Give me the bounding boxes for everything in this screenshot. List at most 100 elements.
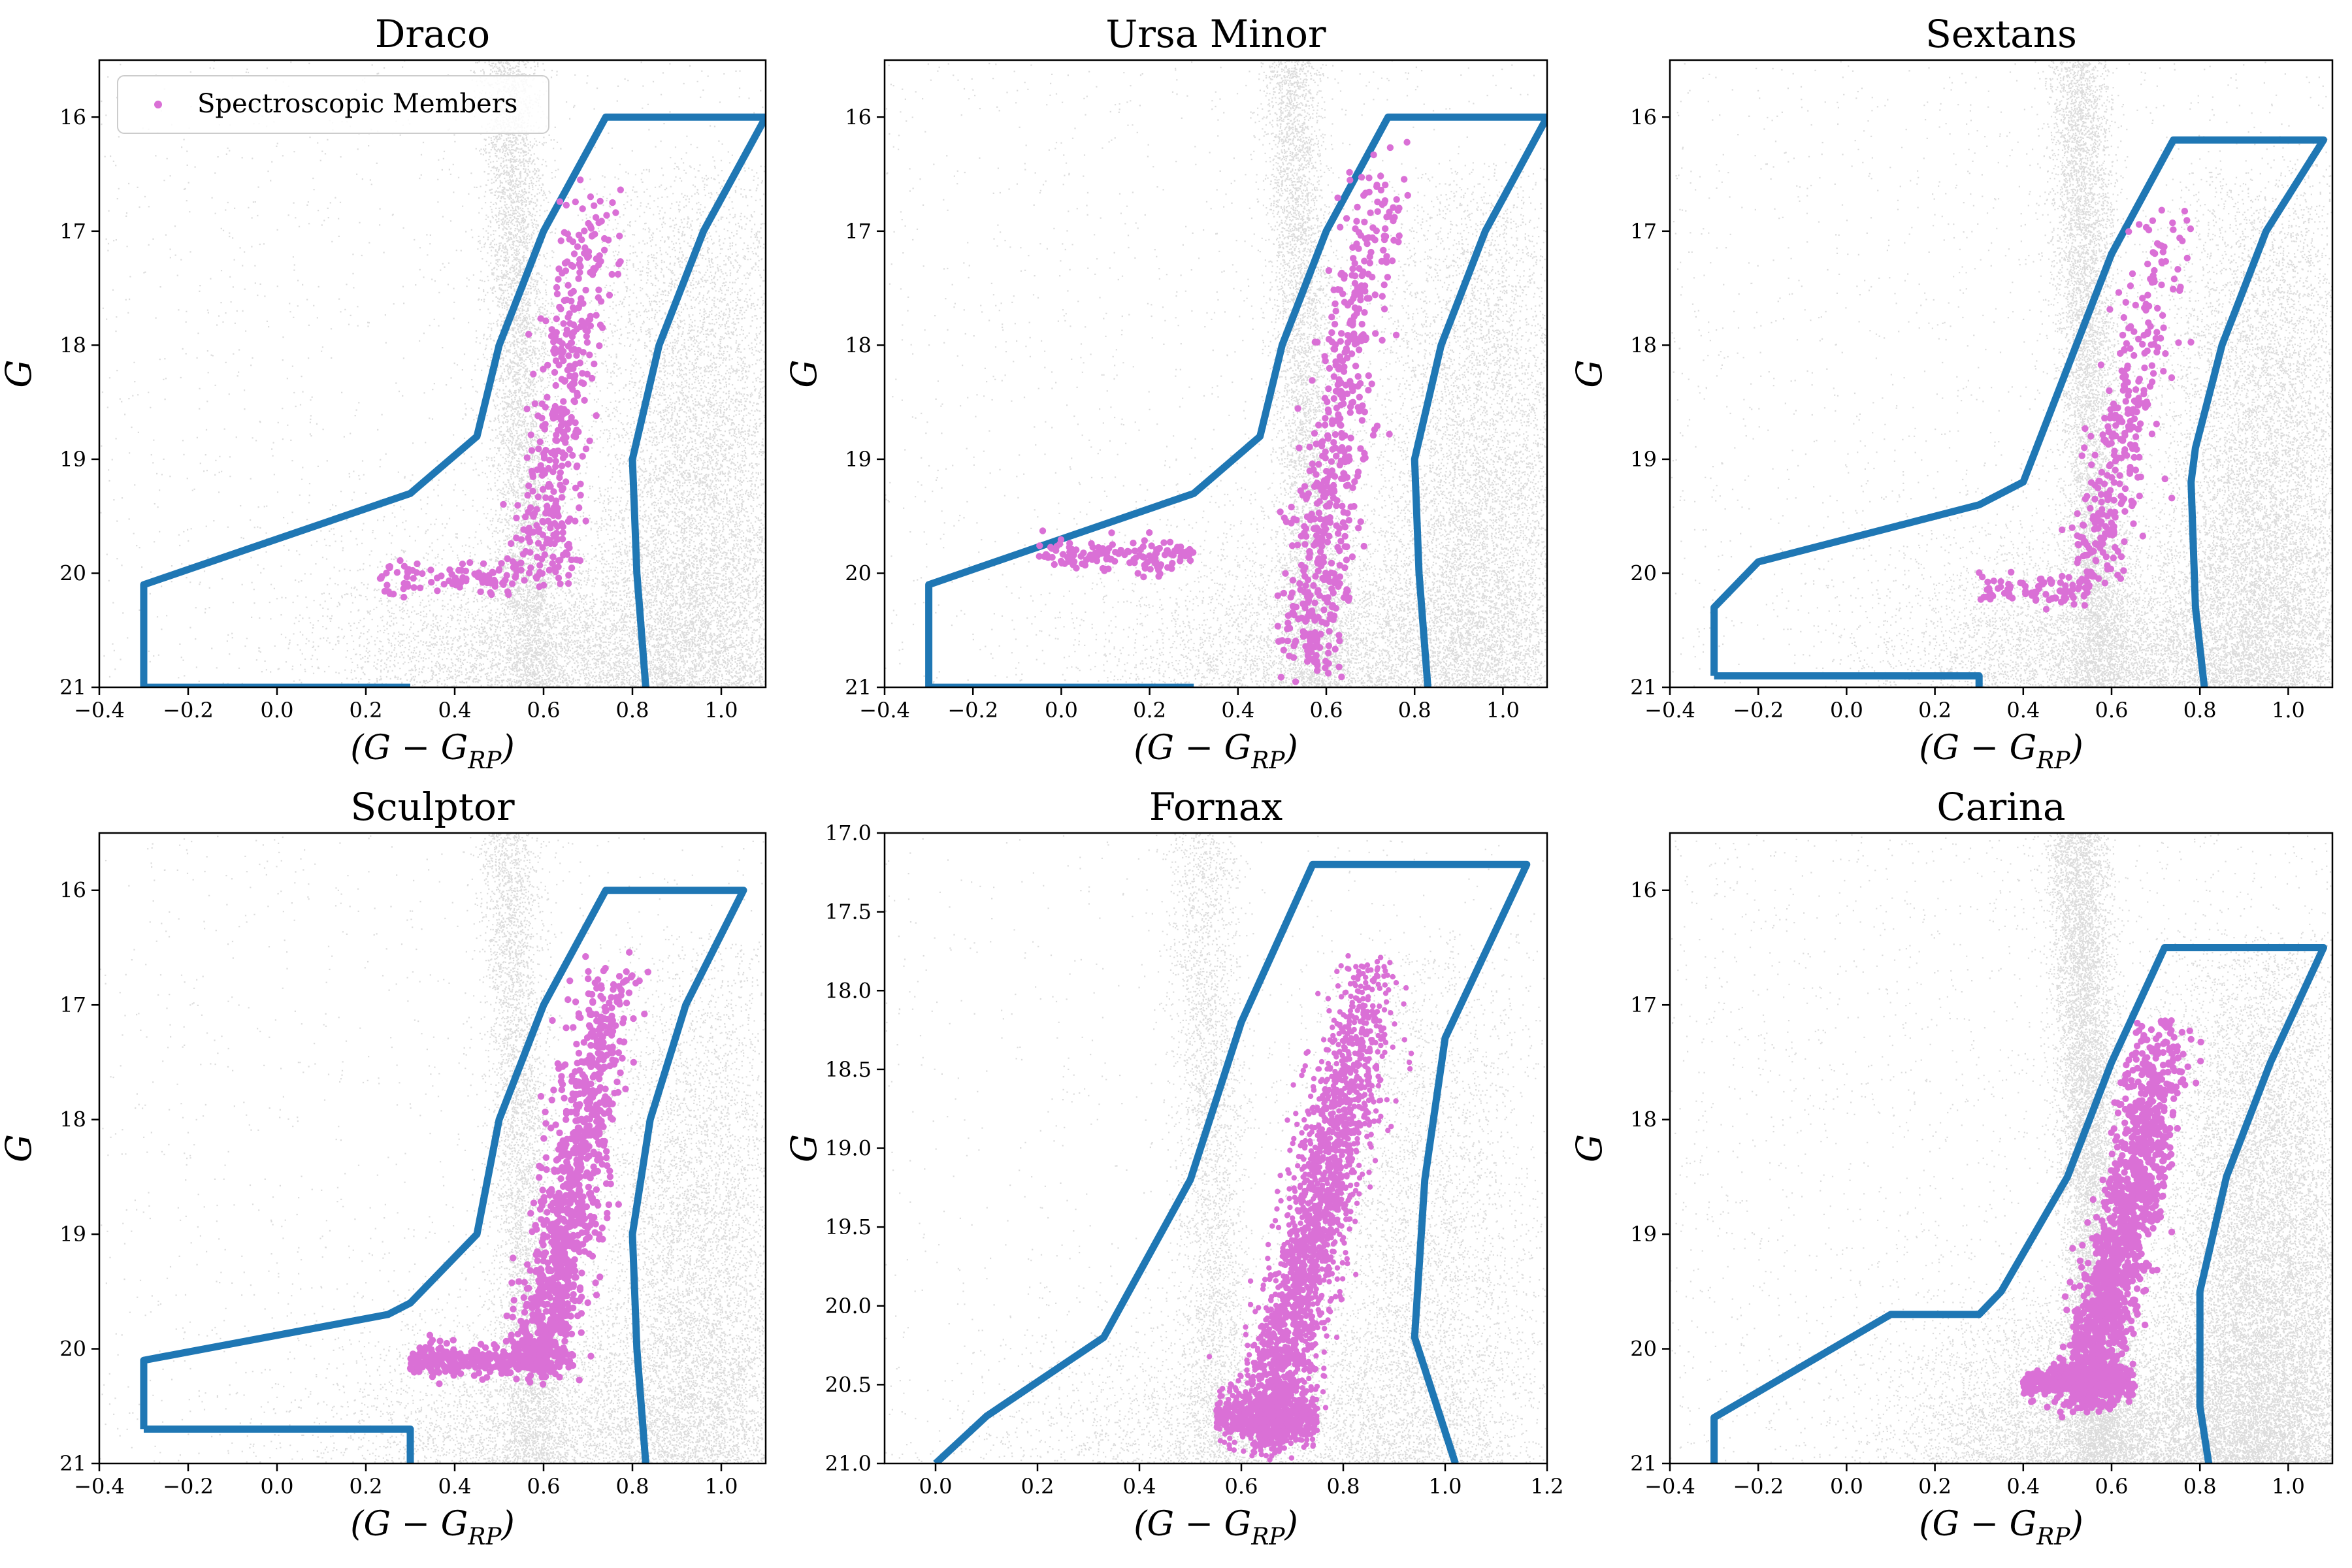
member-point xyxy=(1293,1111,1298,1116)
member-point xyxy=(551,369,558,376)
member-point xyxy=(523,1319,530,1326)
member-point xyxy=(1372,330,1379,336)
member-point xyxy=(1281,1262,1286,1267)
member-point xyxy=(522,514,529,520)
member-point xyxy=(1337,224,1343,231)
member-point xyxy=(513,1376,519,1382)
member-point xyxy=(2069,593,2076,599)
member-point xyxy=(504,1313,510,1319)
member-point xyxy=(536,583,542,590)
member-point xyxy=(551,1326,557,1332)
member-point xyxy=(549,508,555,515)
member-point xyxy=(1286,1222,1292,1228)
member-point xyxy=(578,295,584,302)
member-point xyxy=(555,1060,561,1067)
member-point xyxy=(549,468,556,475)
member-point xyxy=(1338,330,1345,336)
member-point xyxy=(1313,1166,1318,1171)
member-point xyxy=(534,554,540,561)
member-point xyxy=(1317,631,1324,638)
member-point xyxy=(570,1281,577,1288)
member-point xyxy=(1335,411,1341,417)
member-point xyxy=(1361,309,1367,316)
member-point xyxy=(559,529,566,536)
member-point xyxy=(600,995,606,1002)
member-point xyxy=(1345,966,1350,971)
member-point xyxy=(1355,468,1362,475)
member-point xyxy=(1376,1118,1381,1123)
member-point xyxy=(1291,612,1298,618)
member-point xyxy=(572,1134,578,1140)
member-point xyxy=(404,583,411,589)
member-point xyxy=(2187,339,2194,346)
member-point xyxy=(536,1350,543,1357)
member-point xyxy=(1343,1024,1348,1030)
member-point xyxy=(2112,412,2119,418)
member-point xyxy=(2105,493,2112,500)
member-point xyxy=(1353,964,1358,969)
member-point xyxy=(452,1354,459,1360)
member-point xyxy=(1301,529,1307,536)
member-point xyxy=(602,1007,609,1014)
member-point xyxy=(539,1186,546,1193)
member-point xyxy=(574,463,580,470)
member-point xyxy=(591,203,597,209)
member-point xyxy=(583,1124,590,1131)
member-point xyxy=(1373,1158,1378,1163)
member-point xyxy=(616,233,623,239)
member-point xyxy=(1345,1261,1350,1266)
member-point xyxy=(1354,996,1359,1001)
member-point xyxy=(1326,1008,1331,1013)
x-axis-label-sub: RP xyxy=(467,747,502,774)
member-point xyxy=(1266,1266,1271,1271)
member-point xyxy=(560,357,566,364)
member-point xyxy=(1073,546,1079,553)
member-point xyxy=(2093,557,2099,564)
member-point xyxy=(606,1000,612,1006)
member-point xyxy=(1335,1207,1341,1213)
member-point xyxy=(589,1253,596,1260)
member-point xyxy=(1152,555,1158,561)
member-point xyxy=(1325,649,1331,656)
member-point xyxy=(587,1024,593,1030)
member-point xyxy=(546,1267,552,1274)
member-point xyxy=(558,237,564,244)
member-point xyxy=(510,564,517,570)
member-point xyxy=(1345,482,1351,488)
member-point xyxy=(572,517,578,524)
member-point xyxy=(1311,1172,1316,1177)
plot-area xyxy=(885,60,1750,689)
member-point xyxy=(596,1273,603,1280)
member-point xyxy=(592,265,598,271)
member-point xyxy=(542,551,548,558)
member-point xyxy=(1358,174,1365,180)
member-point xyxy=(2121,347,2127,353)
member-point xyxy=(1313,1320,1318,1326)
member-point xyxy=(1316,1122,1321,1128)
member-point xyxy=(1243,1332,1249,1337)
member-point xyxy=(1244,1367,1249,1373)
member-point xyxy=(526,1352,532,1358)
member-point xyxy=(2102,580,2108,586)
member-point xyxy=(1278,1173,1283,1178)
member-point xyxy=(485,1357,492,1364)
member-point xyxy=(574,1107,580,1113)
member-point xyxy=(1341,272,1348,278)
member-point xyxy=(621,1015,627,1022)
member-point xyxy=(1301,1068,1306,1073)
member-point xyxy=(1041,553,1047,560)
member-point xyxy=(2132,386,2139,393)
member-point xyxy=(581,397,587,404)
member-point xyxy=(1296,1209,1301,1215)
member-point xyxy=(1377,172,1384,179)
member-point xyxy=(615,261,622,267)
member-point xyxy=(1339,963,1344,968)
member-point xyxy=(554,1258,561,1264)
member-point xyxy=(2070,601,2077,608)
member-point xyxy=(1382,1007,1387,1012)
member-point xyxy=(547,1124,554,1131)
member-point xyxy=(446,1356,452,1363)
member-point xyxy=(555,575,562,581)
member-point xyxy=(1335,1277,1340,1282)
member-point xyxy=(555,1208,562,1215)
